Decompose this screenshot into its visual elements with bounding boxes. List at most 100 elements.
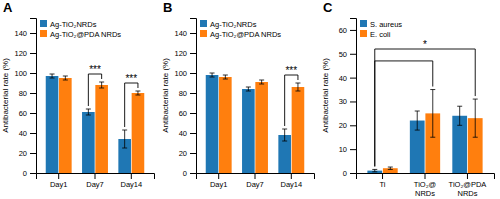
error-bar [415, 111, 420, 130]
legend-label: Ag-TiO₂NRDs [210, 20, 257, 29]
y-tick-label: 60 [19, 109, 27, 118]
y-tick-mark [350, 30, 356, 31]
significance-bracket [125, 83, 138, 127]
y-tick-label: 0 [183, 169, 187, 178]
legend-swatch [40, 30, 47, 37]
y-axis: 020406080100120140 [174, 19, 196, 178]
y-tick-mark [30, 153, 36, 154]
error-bar [210, 73, 215, 77]
figure: ****** 0 20 40 60 80 100 120 140 Day1 Day7 Day14 Ag-… [0, 0, 500, 199]
bar [95, 85, 108, 173]
y-tick: 120 [14, 49, 36, 58]
x-tick-mark [255, 173, 256, 179]
x-axis-line [357, 174, 495, 180]
error-bar [135, 91, 140, 95]
x-tick: TiO₂@PDANRDs [449, 173, 487, 198]
y-tick-label: 20 [179, 149, 187, 158]
x-tick-label: Day14 [120, 180, 142, 189]
legend-swatch [360, 20, 367, 27]
x-axis: Day1 Day7 Day14 [37, 173, 155, 189]
error-bar [259, 80, 264, 84]
y-tick-mark [350, 78, 356, 79]
error-bar [282, 129, 287, 141]
y-tick: 50 [339, 50, 356, 59]
legend-label: Ag-TiO₂@PDA NRDs [50, 30, 121, 39]
y-tick: 30 [339, 97, 356, 106]
legend-item: Ag-TiO₂NRDs [40, 20, 97, 29]
legend-item: E. coli [360, 30, 391, 39]
x-tick-mark [467, 173, 468, 179]
y-tick-label: 20 [19, 149, 27, 158]
y-tick-label: 30 [339, 97, 347, 106]
y-tick: 60 [339, 26, 356, 35]
error-bar [122, 130, 127, 148]
y-tick-label: 10 [339, 145, 347, 154]
y-tick-mark [350, 149, 356, 150]
error-bar [388, 167, 393, 169]
x-tick-mark [131, 173, 132, 179]
y-tick-mark [350, 173, 356, 174]
y-tick-label: 120 [174, 49, 187, 58]
bar [206, 75, 219, 173]
x-tick: Day1 [210, 173, 228, 189]
y-tick-mark [30, 73, 36, 74]
y-tick-mark [190, 93, 196, 94]
legend: Ag-TiO₂NRDsAg-TiO₂@PDA NRDs [200, 20, 281, 39]
y-tick-mark [350, 54, 356, 55]
y-tick-mark [30, 53, 36, 54]
x-tick-label: Day1 [50, 180, 68, 189]
legend: S. aureusE. coli [360, 20, 402, 39]
panel: *0102030405060TiTiO₂@NRDsTiO₂@PDANRDsS. … [321, 0, 495, 198]
panel-title: A [3, 0, 13, 15]
y-tick-mark [350, 125, 356, 126]
x-tick-mark [58, 173, 59, 179]
legend-label: E. coli [370, 30, 391, 39]
bar [219, 77, 232, 173]
x-tick-label-line: NRDs [415, 189, 435, 198]
legend-swatch [200, 20, 207, 27]
y-axis-line [350, 19, 357, 174]
legend-label: Ag-TiO₂NRDs [50, 20, 97, 29]
x-tick: Ti [380, 173, 386, 189]
x-tick-mark [425, 173, 426, 179]
y-tick-label: 60 [179, 109, 187, 118]
y-tick: 100 [14, 69, 36, 78]
y-axis: 0102030405060 [339, 19, 357, 178]
error-bar [63, 76, 68, 80]
y-tick-mark [350, 101, 356, 102]
bar [59, 78, 72, 173]
error-bar [246, 87, 251, 91]
y-tick: 140 [14, 29, 36, 38]
y-axis-line [30, 19, 37, 174]
error-bar [86, 109, 91, 115]
marks [206, 73, 305, 173]
annotations: ****** [89, 64, 137, 84]
error-bar [223, 75, 228, 79]
y-tick-label: 40 [19, 129, 27, 138]
y-tick: 40 [339, 74, 356, 83]
y-axis: 020406080100120140 [14, 19, 36, 178]
y-tick-label: 80 [179, 89, 187, 98]
x-tick-label: Day14 [280, 180, 302, 189]
x-tick-label-line: NRDs [457, 189, 477, 198]
x-tick: TiO₂@NRDs [414, 173, 436, 198]
x-tick: Day7 [86, 173, 104, 189]
legend-swatch [40, 20, 47, 27]
bar [292, 87, 305, 173]
annotations: * [423, 39, 427, 50]
error-bar [457, 106, 462, 125]
plot-area: ******020406080100120140Day1Day7Day14Ag-… [14, 19, 154, 190]
y-tick: 80 [179, 89, 196, 98]
y-tick-mark [30, 33, 36, 34]
y-tick: 80 [19, 89, 36, 98]
y-tick: 40 [19, 129, 36, 138]
x-tick-mark [95, 173, 96, 179]
y-tick-mark [30, 173, 36, 174]
y-axis-line [190, 19, 197, 174]
legend-item: S. aureus [360, 20, 402, 29]
legend-item: Ag-TiO₂@PDA NRDs [200, 30, 281, 39]
bar [132, 93, 145, 173]
legend-swatch [360, 30, 367, 37]
y-tick: 0 [183, 169, 196, 178]
y-tick-mark [190, 33, 196, 34]
